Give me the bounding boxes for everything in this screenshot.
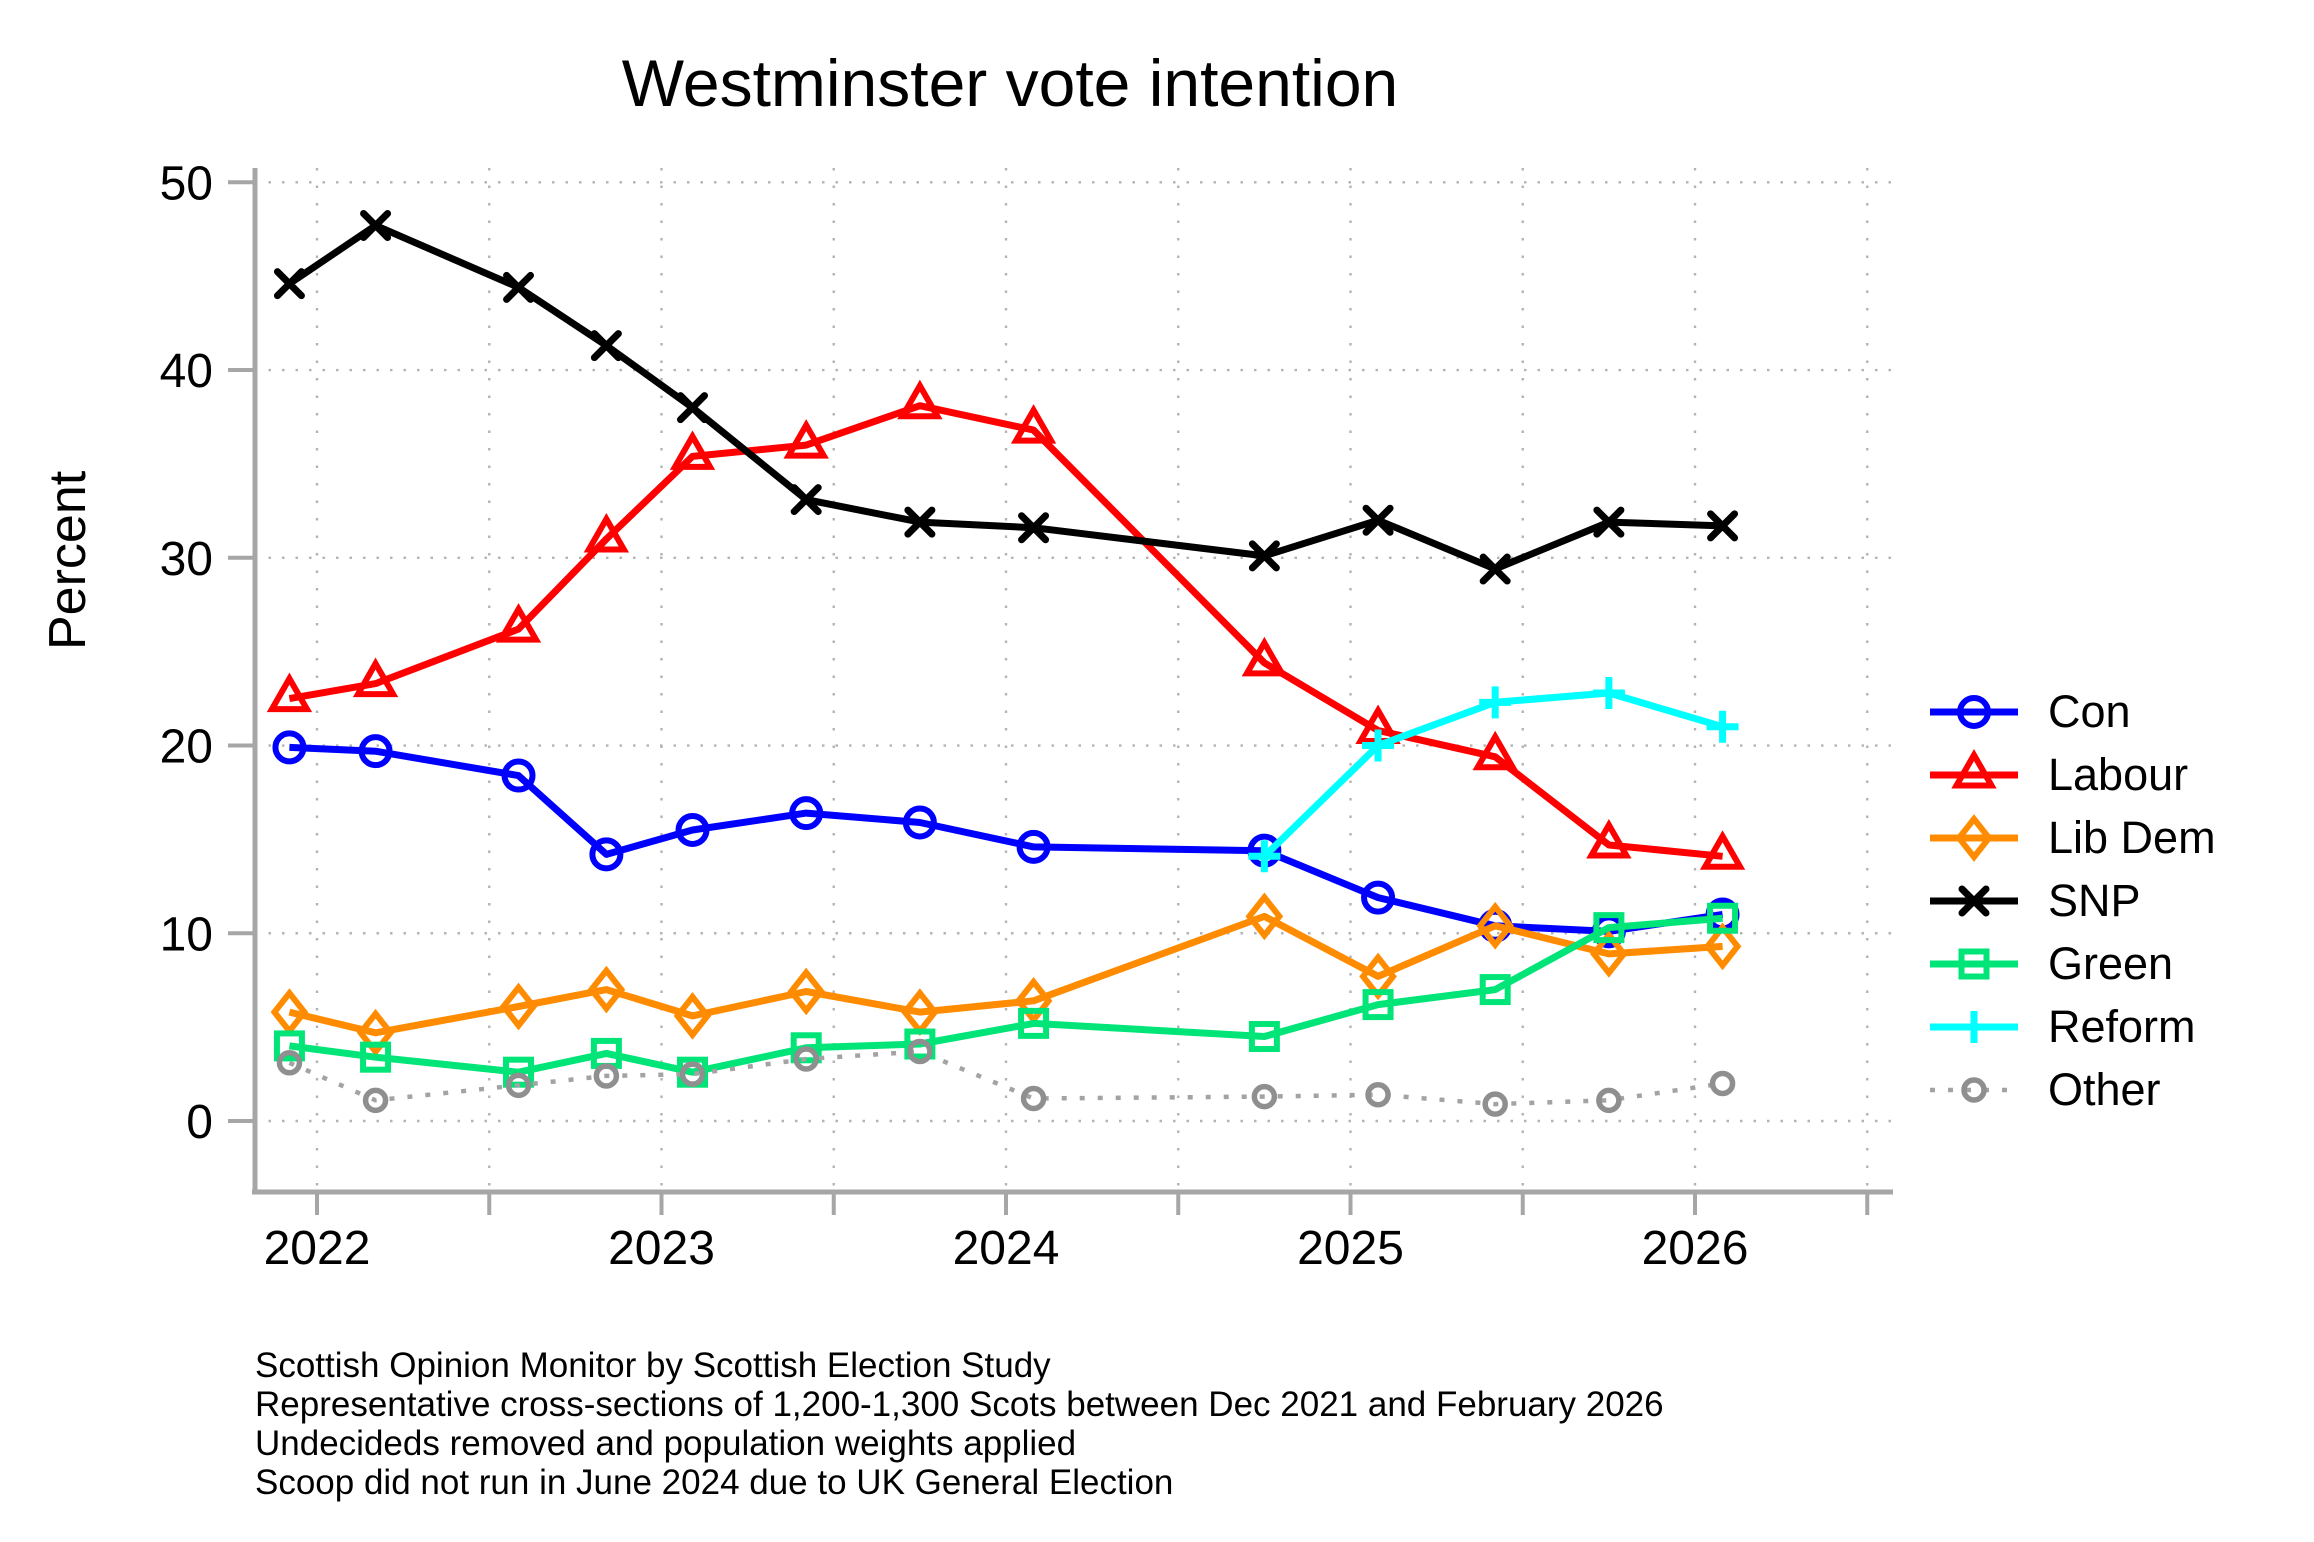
legend-label: Other (2048, 1063, 2161, 1115)
legend-item-labour: Labour (1928, 743, 2216, 806)
series-line (288, 912, 1723, 1037)
legend-item-reform: Reform (1928, 995, 2216, 1058)
legend-item-other: Other (1928, 1058, 2216, 1121)
legend-diamond-marker-icon (1930, 813, 2018, 862)
x-tick-label: 2024 (953, 1222, 1060, 1275)
y-tick-label: 50 (160, 157, 213, 210)
legend-x-marker-icon (1930, 885, 2018, 916)
legend-item-snp: SNP (1928, 869, 2216, 932)
series-labour (266, 379, 1746, 870)
legend-label: Green (2048, 937, 2174, 989)
series-markers (273, 209, 1739, 585)
legend-label: Con (2048, 685, 2131, 737)
legend-label: Labour (2048, 748, 2189, 800)
x-tick-label: 2023 (608, 1222, 715, 1275)
series-markers (276, 1038, 1736, 1117)
series-lib-dem (270, 892, 1742, 1057)
legend-item-green: Green (1928, 932, 2216, 995)
series-line (288, 402, 1723, 860)
legend-label: Lib Dem (2048, 811, 2216, 863)
footnote-line: Scottish Opinion Monitor by Scottish Ele… (255, 1346, 1051, 1385)
x-tick-label: 2026 (1642, 1222, 1749, 1275)
series-snp (273, 209, 1739, 585)
y-tick-label: 40 (160, 345, 213, 398)
legend-square-marker-icon (1930, 948, 2018, 979)
legend-label: Reform (2048, 1000, 2196, 1052)
axes (228, 168, 1893, 1215)
legend-item-lib-dem: Lib Dem (1928, 806, 2216, 869)
legend-label: SNP (2048, 874, 2141, 926)
series-markers (270, 892, 1742, 1057)
footnote-line: Undecideds removed and population weight… (255, 1424, 1077, 1463)
chart-title: Westminster vote intention (621, 46, 1399, 120)
series-markers (273, 902, 1739, 1088)
footnote-line: Scoop did not run in June 2024 due to UK… (255, 1463, 1174, 1502)
series-line (288, 1049, 1723, 1107)
series-reform (1248, 676, 1739, 873)
y-tick-label: 10 (160, 908, 213, 961)
tick-labels: 0 10 20 30 40 50 2022 2023 2024 2025 2026 (160, 157, 1749, 1275)
y-tick-label: 0 (186, 1096, 213, 1149)
x-tick-label: 2025 (1297, 1222, 1404, 1275)
legend-small-circle-marker-icon (1930, 1076, 2018, 1103)
series-markers (266, 379, 1746, 870)
legend-plus-marker-icon (1930, 1010, 2018, 1043)
legend-item-con: Con (1928, 680, 2216, 743)
series-other (276, 1038, 1736, 1117)
legend: Con Labour Lib Dem SNP Green Reform Other (1928, 680, 2216, 1121)
series-markers (1248, 676, 1739, 873)
legend-triangle-marker-icon (1930, 748, 2018, 788)
footnote-line: Representative cross-sections of 1,200-1… (255, 1385, 1664, 1424)
y-tick-label: 20 (160, 721, 213, 774)
legend-circle-marker-icon (1930, 694, 2018, 729)
x-tick-label: 2022 (264, 1222, 371, 1275)
gridlines (255, 168, 1893, 1192)
footnotes: Scottish Opinion Monitor by Scottish Ele… (255, 1346, 1664, 1502)
y-tick-label: 30 (160, 533, 213, 586)
